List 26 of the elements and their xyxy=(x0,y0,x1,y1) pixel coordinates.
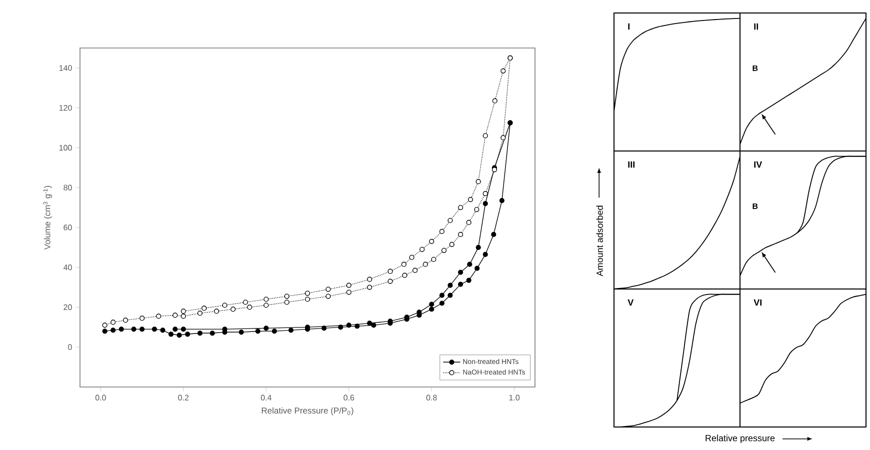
y-axis-title: Volume (cm$^{3}$ g$^{-1}$) xyxy=(43,186,52,250)
annotation: I xyxy=(628,23,630,30)
y-tick-label: 80 xyxy=(64,184,72,190)
x-tick-label: 0.4 xyxy=(260,394,272,400)
x-tick-label: 0.6 xyxy=(344,394,354,400)
x-tick-label: 1.0 xyxy=(509,394,520,400)
y-tick-label: 60 xyxy=(64,224,72,230)
x-tick-label: 0.8 xyxy=(426,394,437,400)
x-tick-label: 0.0 xyxy=(95,394,106,400)
annotation: B xyxy=(752,65,758,71)
annotation: VI xyxy=(754,299,762,306)
y-tick-label: 100 xyxy=(59,144,72,151)
y-tick-label: 40 xyxy=(63,264,72,270)
annotation: III xyxy=(628,161,635,168)
y-tick-label: 0 xyxy=(68,344,72,350)
x-tick-label: 0.2 xyxy=(178,394,189,400)
annotation: II xyxy=(754,23,758,30)
y-tick-label: 140 xyxy=(59,65,72,71)
y-tick-label: 120 xyxy=(59,104,72,111)
annotation: B xyxy=(752,203,758,209)
annotation: IV xyxy=(754,161,762,168)
annotation: V xyxy=(628,299,634,306)
x-axis-title: Relative Pressure (P/P$_{0}$) xyxy=(262,407,354,416)
y-axis-title: Amount adsorbed xyxy=(596,206,603,276)
y-tick-label: 20 xyxy=(64,304,72,310)
x-axis-title: Relative pressure xyxy=(706,434,775,444)
